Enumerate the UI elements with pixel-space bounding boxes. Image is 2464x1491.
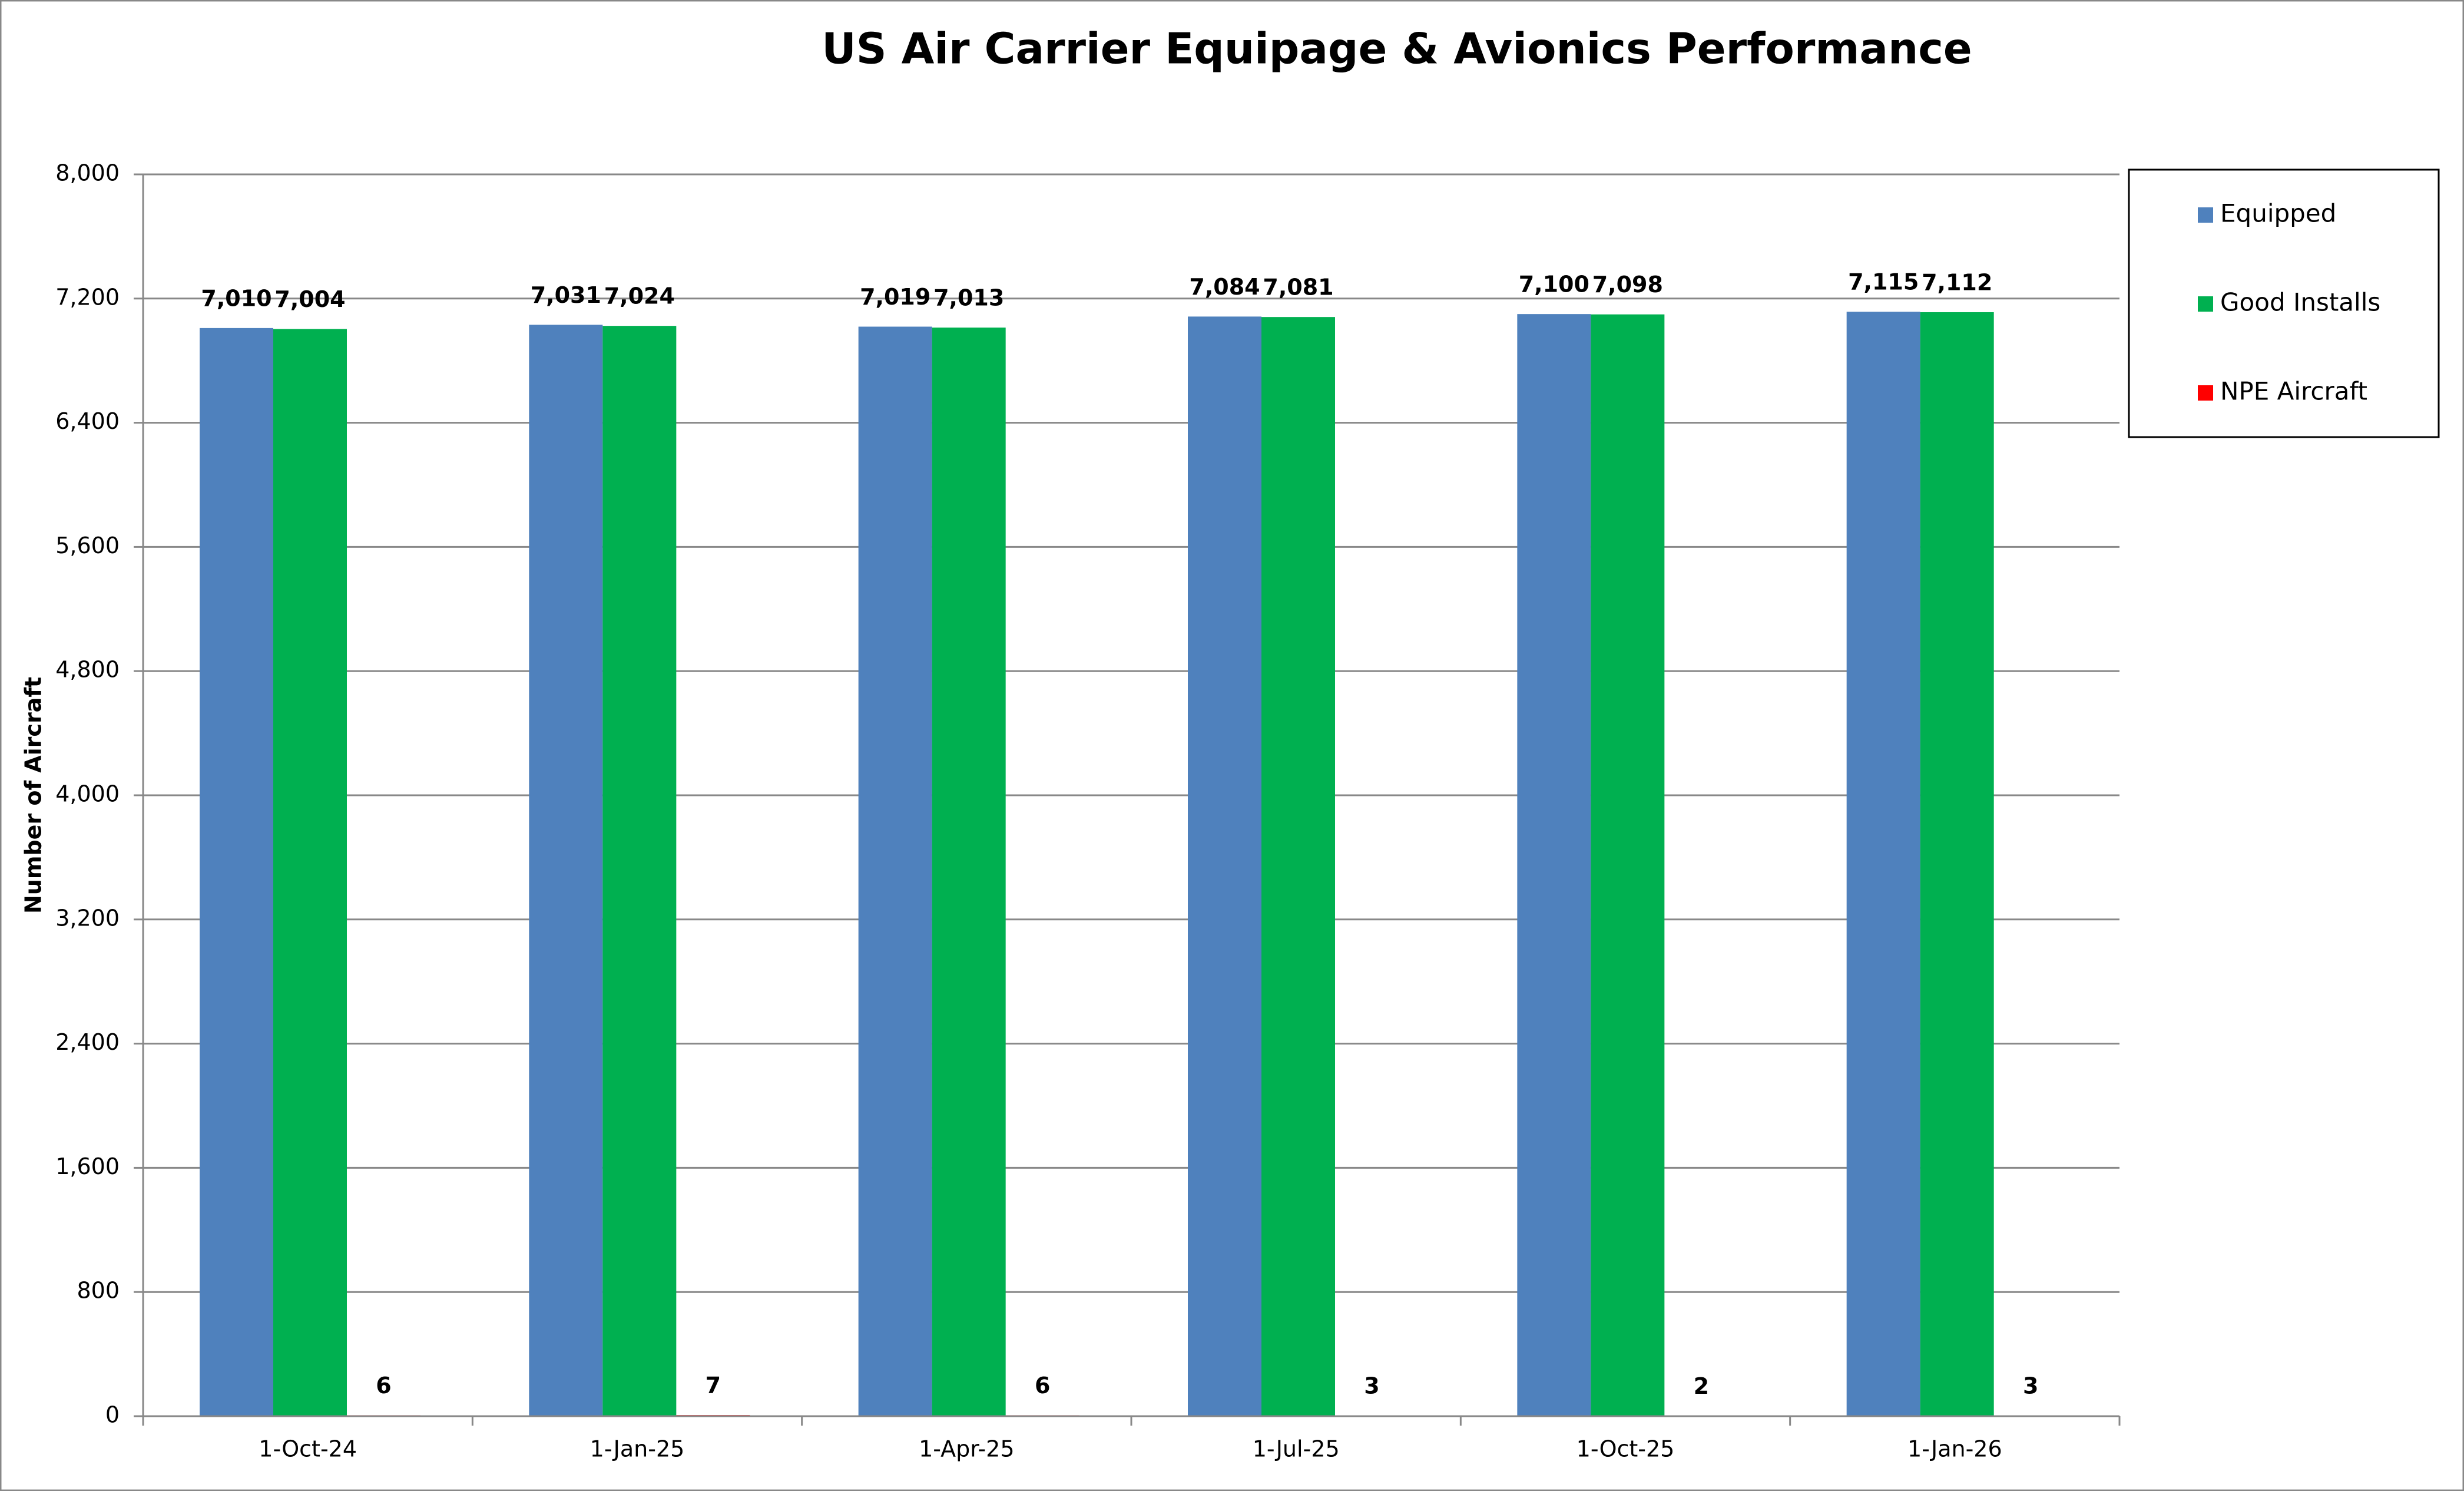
data-label: 3: [1364, 1373, 1379, 1399]
y-tick-label: 8,000: [55, 160, 120, 186]
x-tick-label: 1-Oct-25: [1577, 1436, 1675, 1462]
data-label: 7,019: [860, 284, 930, 310]
bar: [1846, 312, 1920, 1416]
data-label: 7,004: [274, 286, 345, 312]
data-label: 7,112: [1922, 269, 1992, 295]
y-tick-label: 4,000: [55, 781, 120, 807]
data-label: 7,013: [933, 285, 1004, 311]
y-tick-label: 7,200: [55, 284, 120, 310]
data-label: 7,031: [531, 282, 601, 308]
data-label: 7: [706, 1373, 721, 1399]
y-tick-label: 2,400: [55, 1029, 120, 1055]
bar: [1188, 316, 1261, 1417]
y-axis-label: Number of Aircraft: [21, 677, 47, 914]
y-tick-label: 1,600: [55, 1153, 120, 1179]
data-label: 6: [376, 1373, 391, 1399]
x-tick-label: 1-Jan-25: [590, 1436, 685, 1462]
y-tick-label: 5,600: [55, 533, 120, 558]
x-tick-label: 1-Jul-25: [1253, 1436, 1340, 1462]
bar: [1261, 317, 1335, 1416]
bar: [1591, 314, 1665, 1416]
legend-marker: [2198, 385, 2213, 401]
legend-label: Good Installs: [2220, 288, 2380, 317]
bar: [1920, 312, 1994, 1416]
legend-label: Equipped: [2220, 199, 2336, 228]
bar: [200, 328, 273, 1416]
chart-title: US Air Carrier Equipage & Avionics Perfo…: [822, 24, 1972, 74]
x-tick-label: 1-Oct-24: [259, 1436, 357, 1462]
x-tick-label: 1-Jan-26: [1907, 1436, 2002, 1462]
data-label: 2: [1694, 1373, 1709, 1399]
bar: [858, 326, 932, 1416]
data-label: 3: [2023, 1373, 2038, 1399]
y-tick-label: 6,400: [55, 408, 120, 434]
data-label: 7,100: [1519, 272, 1589, 297]
y-tick-label: 800: [77, 1278, 120, 1304]
data-label: 7,098: [1592, 272, 1663, 297]
y-tick-label: 4,800: [55, 657, 120, 683]
data-label: 7,084: [1189, 274, 1260, 300]
legend-box: [2128, 168, 2440, 438]
y-tick-label: 0: [105, 1402, 120, 1428]
x-tick-label: 1-Apr-25: [919, 1436, 1014, 1462]
data-label: 7,081: [1263, 275, 1333, 300]
bar: [602, 326, 677, 1416]
legend-marker: [2198, 207, 2213, 223]
data-label: 7,115: [1848, 269, 1919, 295]
data-label: 7,010: [201, 285, 271, 311]
legend-label: NPE Aircraft: [2220, 377, 2367, 406]
y-tick-label: 3,200: [55, 905, 120, 931]
bar: [932, 328, 1006, 1417]
bar: [529, 325, 603, 1416]
legend-marker: [2198, 296, 2213, 312]
bar: [273, 329, 347, 1416]
data-label: 7,024: [604, 283, 675, 309]
data-label: 6: [1035, 1373, 1050, 1399]
bar: [1517, 314, 1591, 1416]
